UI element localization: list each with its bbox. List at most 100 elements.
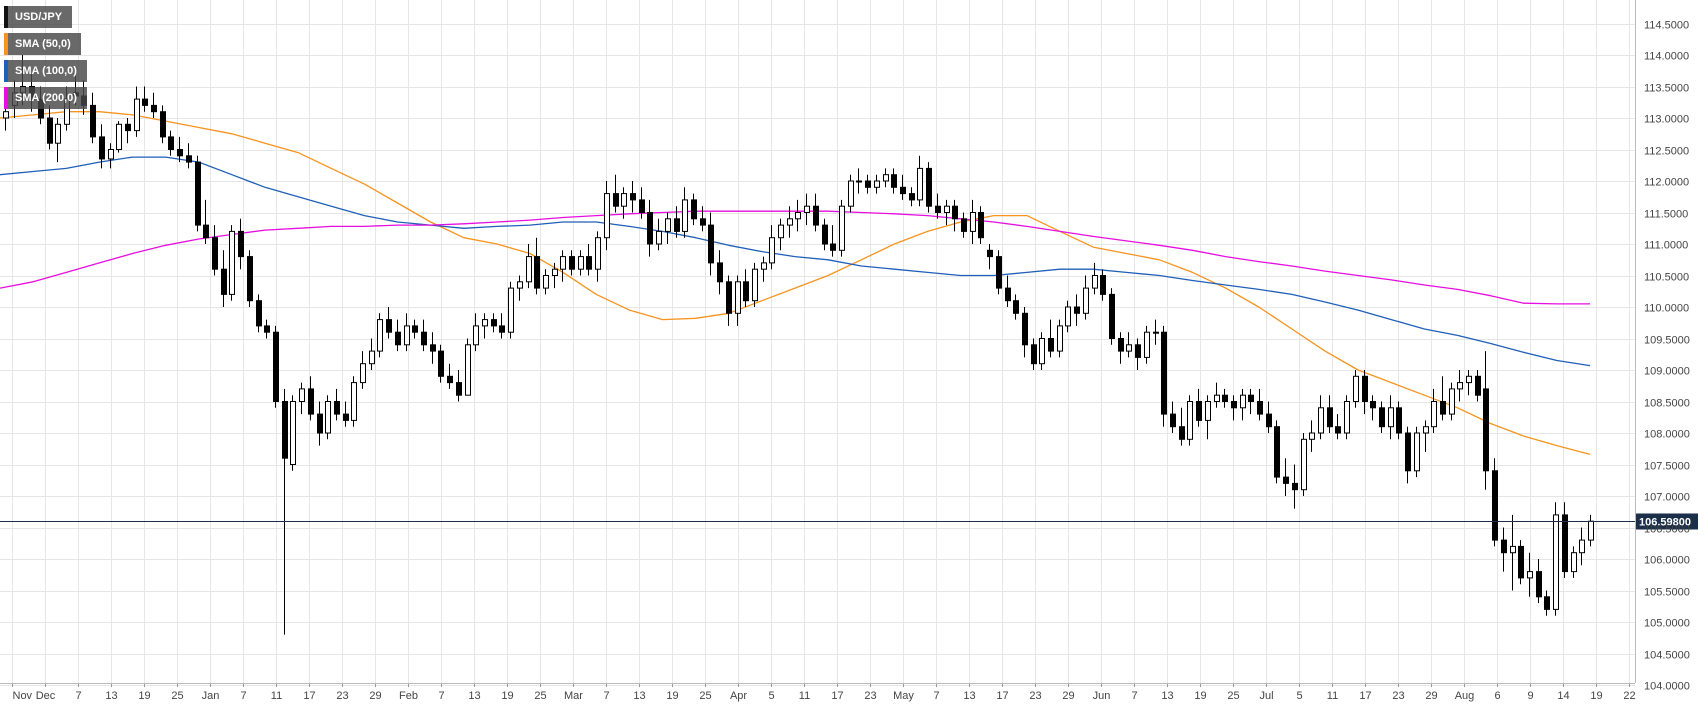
bull-candle (944, 205, 950, 213)
x-tick-label: 13 (468, 690, 480, 702)
bear-candle (726, 281, 732, 314)
bear-candle (282, 401, 288, 459)
x-tick-label: 19 (501, 690, 513, 702)
x-tick-label: 7 (75, 690, 81, 702)
bear-candle (987, 249, 993, 258)
x-tick-label: 17 (996, 690, 1008, 702)
bear-candle (1536, 571, 1542, 598)
bear-candle (700, 218, 706, 226)
bull-candle (526, 256, 532, 283)
bull-candle (621, 193, 627, 207)
x-tick-label: 25 (1227, 690, 1239, 702)
bull-candle (351, 382, 357, 421)
y-tick-label: 104.0000 (1644, 681, 1690, 693)
legend-symbol[interactable]: USD/JPY (4, 6, 73, 28)
bull-candle (116, 123, 122, 151)
y-tick-label: 105.0000 (1644, 618, 1690, 630)
x-tick-label: 22 (1623, 690, 1635, 702)
x-tick-label: 19 (1590, 690, 1602, 702)
bear-candle (1100, 275, 1106, 295)
bull-candle (1527, 571, 1533, 579)
bear-candle (90, 104, 96, 138)
bear-candle (1362, 375, 1368, 402)
bear-candle (264, 325, 270, 333)
bear-candle (630, 193, 636, 201)
bull-candle (473, 325, 479, 346)
x-tick-label: 25 (171, 690, 183, 702)
bull-candle (1083, 287, 1089, 314)
bull-candle (508, 287, 514, 333)
y-tick-label: 111.0000 (1644, 240, 1688, 252)
bear-candle (691, 199, 697, 220)
bull-candle (134, 98, 140, 132)
bear-candle (343, 413, 349, 421)
bear-candle (996, 256, 1002, 289)
bull-candle (1205, 401, 1211, 421)
bull-candle (377, 319, 383, 352)
bear-candle (499, 325, 505, 333)
last-price-badge (1636, 513, 1698, 530)
bull-candle (839, 205, 845, 251)
bear-candle (647, 212, 653, 245)
bear-candle (168, 136, 174, 150)
bear-candle (1266, 413, 1272, 428)
bull-candle (560, 256, 566, 270)
bull-candle (360, 363, 366, 384)
bear-candle (1118, 338, 1124, 352)
bull-candle (787, 218, 793, 226)
bear-candle (142, 98, 148, 106)
bull-candle (482, 319, 488, 327)
x-tick-label: 13 (105, 690, 117, 702)
bear-candle (952, 205, 958, 220)
bull-candle (1414, 432, 1420, 472)
legend-sma200[interactable]: SMA (200,0) (4, 87, 87, 109)
bear-candle (456, 382, 462, 396)
bear-candle (256, 300, 262, 327)
bear-candle (447, 375, 453, 384)
legend-sma50[interactable]: SMA (50,0) (4, 33, 81, 55)
sma-layer (0, 111, 1591, 456)
x-tick-label: 6 (1494, 690, 1500, 702)
bull-candle (1214, 394, 1220, 403)
x-tick-label: 25 (534, 690, 546, 702)
x-tick-label: Aug (1455, 690, 1475, 702)
y-tick-label: 110.0000 (1644, 303, 1689, 315)
bull-candle (1144, 331, 1150, 358)
x-tick-label: Feb (399, 690, 418, 702)
bull-candle (1353, 375, 1359, 402)
bull-candle (848, 180, 854, 207)
y-tick-label: 112.0000 (1644, 177, 1689, 189)
bull-candle (970, 212, 976, 232)
x-tick-label: 13 (963, 690, 975, 702)
y-tick-label: 113.5000 (1644, 83, 1689, 95)
axis-layer: 104.0000 104.5000 105.0000 105.5000 106.0000… (0, 0, 1690, 702)
bear-candle (891, 174, 897, 188)
bear-candle (909, 193, 915, 201)
bull-candle (1153, 331, 1159, 334)
bear-candle (177, 149, 183, 157)
bull-candle (769, 237, 775, 264)
x-tick-label: 17 (303, 690, 315, 702)
bear-candle (822, 224, 828, 245)
y-tick-label: 106.0000 (1644, 555, 1690, 567)
bull-candle (1240, 394, 1246, 409)
bear-candle (1074, 306, 1080, 314)
bull-candle (325, 401, 331, 434)
bull-candle (1579, 539, 1585, 554)
bear-candle (334, 401, 340, 415)
bear-candle (639, 199, 645, 213)
bear-candle (1370, 401, 1376, 409)
bull-candle (856, 180, 862, 183)
sma200-swatch-icon (4, 87, 8, 109)
bear-candle (1492, 470, 1498, 541)
legend-sma100[interactable]: SMA (100,0) (4, 60, 87, 82)
x-tick-label: 7 (438, 690, 444, 702)
bear-candle (151, 104, 157, 113)
sma50-line (0, 111, 1591, 456)
x-tick-label: 19 (666, 690, 678, 702)
bull-candle (1449, 388, 1455, 415)
bull-candle (229, 230, 235, 295)
x-tick-label: 14 (1557, 690, 1569, 702)
